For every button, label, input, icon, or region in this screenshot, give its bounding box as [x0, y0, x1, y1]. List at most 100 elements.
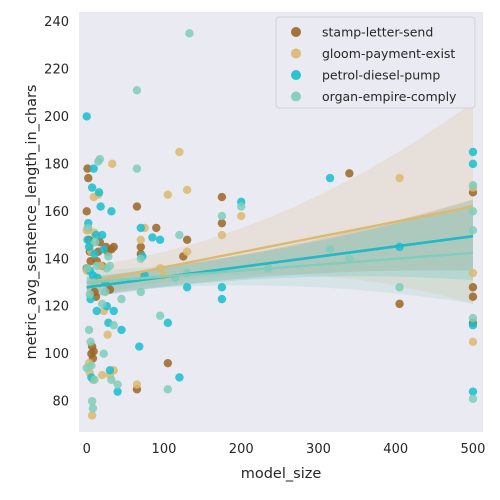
point-petrol-diesel-pump: [84, 242, 94, 252]
point-organ-empire-comply: [87, 396, 97, 406]
legend-marker: [291, 48, 301, 59]
point-organ-empire-comply: [90, 375, 99, 384]
point-petrol-diesel-pump: [89, 164, 98, 173]
point-petrol-diesel-pump: [217, 283, 227, 292]
point-stamp-letter-send: [345, 169, 354, 178]
point-organ-empire-comply: [87, 361, 96, 370]
point-stamp-letter-send: [109, 242, 118, 252]
point-organ-empire-comply: [117, 294, 126, 304]
point-petrol-diesel-pump: [135, 342, 144, 351]
data-points: [82, 29, 478, 420]
point-organ-empire-comply: [97, 299, 107, 309]
point-organ-empire-comply: [163, 385, 173, 394]
x-tick-label: 400: [383, 442, 408, 457]
point-petrol-diesel-pump: [94, 188, 104, 197]
point-stamp-letter-send: [395, 299, 404, 309]
point-gloom-payment-exist: [136, 235, 145, 244]
point-petrol-diesel-pump: [97, 230, 107, 240]
y-tick-label: 120: [44, 300, 69, 315]
point-gloom-payment-exist: [87, 411, 97, 420]
y-axis-ticks: 80 100 120 140 160 180 200 220 240: [44, 15, 69, 410]
point-stamp-letter-send: [152, 223, 161, 233]
point-petrol-diesel-pump: [182, 283, 192, 292]
point-gloom-payment-exist: [182, 185, 192, 195]
point-organ-empire-comply: [99, 349, 108, 358]
point-petrol-diesel-pump: [109, 306, 118, 316]
legend-label: petrol-diesel-pump: [322, 68, 440, 83]
x-axis-label: model_size: [241, 466, 322, 482]
point-organ-empire-comply: [85, 290, 95, 299]
point-stamp-letter-send: [89, 347, 98, 356]
point-petrol-diesel-pump: [175, 373, 184, 382]
point-organ-empire-comply: [136, 254, 145, 263]
legend-label: stamp-letter-send: [322, 25, 433, 40]
point-organ-empire-comply: [95, 154, 105, 164]
x-axis-ticks: 0 100 200 300 400 500: [83, 442, 486, 457]
legend-marker: [291, 91, 301, 102]
point-stamp-letter-send: [468, 283, 478, 292]
point-organ-empire-comply: [84, 325, 94, 335]
point-organ-empire-comply: [217, 211, 227, 221]
point-gloom-payment-exist: [163, 190, 173, 199]
point-stamp-letter-send: [468, 292, 478, 301]
point-organ-empire-comply: [185, 29, 194, 38]
point-organ-empire-comply: [468, 207, 478, 216]
point-gloom-payment-exist: [175, 147, 184, 157]
y-tick-label: 220: [44, 62, 69, 77]
point-petrol-diesel-pump: [136, 223, 145, 233]
y-tick-label: 80: [52, 395, 69, 410]
point-gloom-payment-exist: [108, 159, 117, 169]
legend-frame: [275, 16, 476, 109]
point-petrol-diesel-pump: [468, 159, 478, 169]
point-petrol-diesel-pump: [325, 173, 335, 183]
x-tick-label: 200: [229, 442, 254, 457]
point-petrol-diesel-pump: [83, 235, 92, 244]
y-tick-label: 160: [44, 205, 69, 220]
point-gloom-payment-exist: [132, 380, 142, 389]
point-stamp-letter-send: [217, 218, 227, 228]
fit-line-organ-empire-comply: [86, 251, 474, 284]
point-organ-empire-comply: [468, 181, 478, 190]
point-organ-empire-comply: [155, 311, 165, 320]
legend-marker: [291, 70, 301, 80]
point-gloom-payment-exist: [97, 370, 107, 380]
y-tick-label: 100: [44, 347, 69, 362]
y-tick-label: 240: [44, 15, 69, 30]
point-petrol-diesel-pump: [117, 325, 126, 335]
point-organ-empire-comply: [468, 226, 478, 235]
point-stamp-letter-send: [217, 192, 227, 202]
legend-label: organ-empire-comply: [322, 89, 457, 104]
point-organ-empire-comply: [395, 283, 404, 292]
point-gloom-payment-exist: [468, 337, 478, 347]
legend-marker: [291, 27, 301, 37]
x-tick-label: 100: [152, 442, 177, 457]
point-petrol-diesel-pump: [87, 183, 97, 192]
point-stamp-letter-send: [136, 242, 145, 252]
point-petrol-diesel-pump: [148, 233, 157, 242]
point-petrol-diesel-pump: [105, 366, 115, 375]
point-organ-empire-comply: [109, 321, 118, 330]
point-petrol-diesel-pump: [96, 202, 105, 211]
point-organ-empire-comply: [88, 404, 98, 413]
point-stamp-letter-send: [163, 358, 173, 368]
point-organ-empire-comply: [104, 252, 113, 261]
point-organ-empire-comply: [107, 375, 116, 384]
point-petrol-diesel-pump: [91, 230, 101, 240]
point-gloom-payment-exist: [237, 211, 246, 221]
point-organ-empire-comply: [325, 245, 335, 254]
legend: stamp-letter-send gloom-payment-exist petr…: [275, 16, 476, 109]
x-tick-label: 500: [461, 442, 486, 457]
point-stamp-letter-send: [84, 173, 93, 183]
point-organ-empire-comply: [132, 164, 142, 173]
point-petrol-diesel-pump: [155, 235, 165, 244]
point-organ-empire-comply: [132, 86, 142, 95]
point-gloom-payment-exist: [468, 268, 478, 278]
fit-line-gloom-payment-exist: [86, 205, 474, 284]
point-gloom-payment-exist: [217, 230, 227, 240]
point-petrol-diesel-pump: [92, 306, 101, 316]
point-petrol-diesel-pump: [468, 147, 478, 157]
legend-label: gloom-payment-exist: [322, 46, 455, 61]
point-organ-empire-comply: [175, 230, 184, 240]
point-organ-empire-comply: [468, 313, 478, 323]
